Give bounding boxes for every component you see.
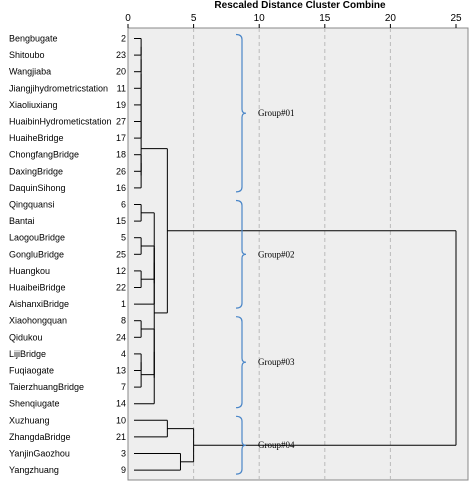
leaf-id: 11 [117,83,126,93]
group-label: Group#01 [258,108,295,118]
tick-label: 15 [319,13,331,24]
leaf-id: 7 [121,382,126,392]
group-bracket [235,199,247,309]
leaf-name: LijiBridge [9,349,46,359]
leaf-labels: Bengbugate 2 Shitoubo 23 Wangjiaba 20 Jiangjih… [9,34,126,476]
group-label: Group#03 [258,357,295,367]
leaf-name: AishanxiBridge [9,299,69,309]
group-label: Group#04 [258,440,295,450]
tick-label: 10 [254,13,266,24]
leaf-name: Xiaohongquan [9,316,67,326]
leaf-name: YanjinGaozhou [9,449,70,459]
leaf-id: 1 [121,299,126,309]
leaf-name: DaquinSihong [9,183,66,193]
leaf-name: ZhangdaBridge [9,432,71,442]
tick-label: 20 [385,13,397,24]
leaf-id: 23 [116,50,126,60]
leaf-id: 12 [116,266,126,276]
tick-label: 25 [450,13,462,24]
leaf-id: 3 [121,449,126,459]
leaf-id: 19 [116,100,126,110]
leaf-name: HuaibinHydrometicstation [9,117,112,127]
leaf-name: HuaibeiBridge [9,283,66,293]
leaf-id: 24 [116,332,126,342]
leaf-name: DaxingBridge [9,166,63,176]
leaf-name: Jiangjihydrometricstation [9,83,108,93]
leaf-id: 2 [121,34,126,44]
leaf-name: Shitoubo [9,50,45,60]
leaf-name: HuaiheBridge [9,133,64,143]
leaf-name: Xuzhuang [9,415,50,425]
leaf-name: Xiaoliuxiang [9,100,58,110]
group-label: Group#02 [258,249,295,259]
tick-label: 0 [125,13,131,24]
leaf-id: 27 [116,117,126,127]
x-axis-ticks: 0 5 10 15 20 25 [125,13,462,28]
leaf-name: Qingquansi [9,200,55,210]
group-bracket [235,316,247,409]
leaf-name: TaierzhuangBridge [9,382,84,392]
leaf-name: Shenqiugate [9,399,60,409]
group-bracket [235,415,247,475]
leaf-id: 6 [121,200,126,210]
leaf-id: 9 [121,465,126,475]
leaf-id: 8 [121,316,126,326]
leaf-id: 26 [116,166,126,176]
leaf-id: 25 [116,249,126,259]
dendrogram-links [134,38,457,471]
leaf-name: Fuqiaogate [9,366,54,376]
leaf-id: 17 [116,133,126,143]
tick-label: 5 [191,13,197,24]
leaf-id: 20 [116,67,126,77]
leaf-name: LaogouBridge [9,233,65,243]
plot-area [127,27,469,481]
leaf-name: Bantai [9,216,35,226]
leaf-id: 15 [116,216,126,226]
gridlines [193,28,391,480]
leaf-id: 14 [116,399,126,409]
leaf-id: 18 [116,150,126,160]
leaf-id: 10 [116,415,126,425]
leaf-name: Wangjiaba [9,67,51,77]
leaf-id: 4 [121,349,126,359]
leaf-id: 22 [116,283,126,293]
leaf-name: Bengbugate [9,34,58,44]
leaf-name: Qidukou [9,332,43,342]
leaf-name: Yangzhuang [9,465,59,475]
group-brackets: Group#01 Group#02 Group#03 Group#04 [235,33,295,475]
leaf-id: 21 [116,432,126,442]
leaf-name: ChongfangBridge [9,150,79,160]
leaf-id: 16 [116,183,126,193]
leaf-id: 13 [116,366,126,376]
leaf-name: GongluBridge [9,249,64,259]
chart-title: Rescaled Distance Cluster Combine [214,0,386,11]
group-bracket [235,33,247,193]
leaf-id: 5 [121,233,126,243]
leaf-name: Huangkou [9,266,50,276]
